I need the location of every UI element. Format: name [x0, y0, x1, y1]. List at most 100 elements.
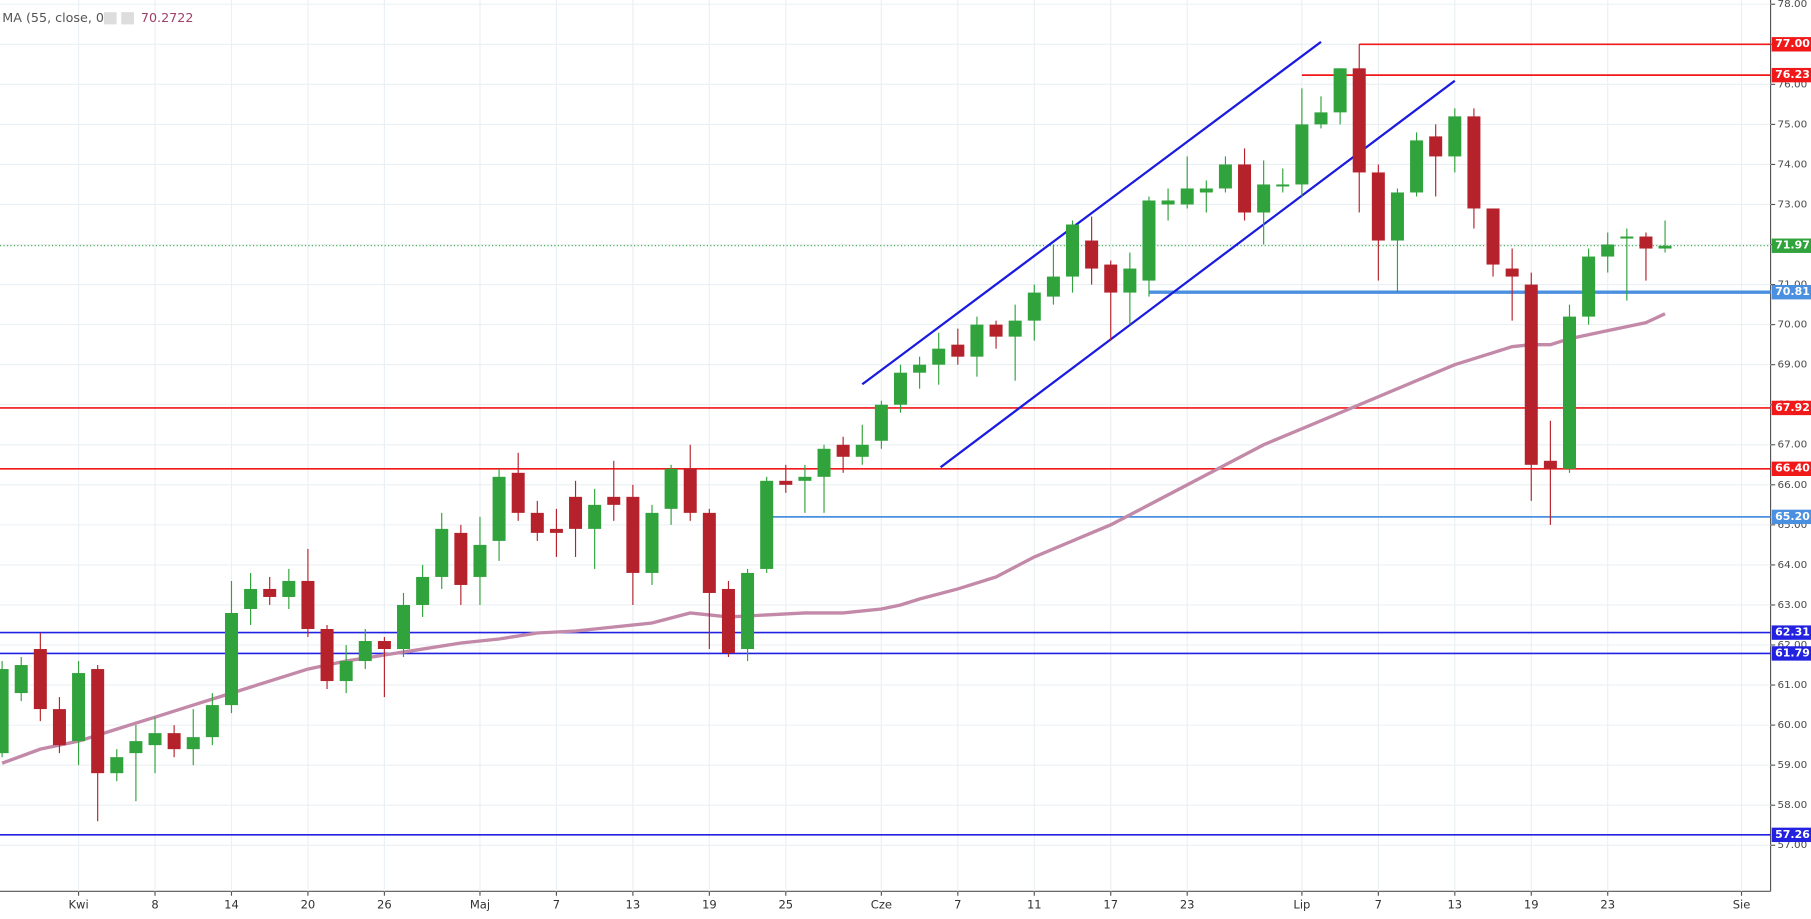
- candle-body: [416, 576, 430, 605]
- x-tick-label: 11: [1027, 899, 1042, 912]
- candle-body: [1104, 264, 1118, 293]
- ma-line: [1, 312, 1666, 765]
- candle-body: [33, 649, 47, 710]
- candle-body: [1218, 164, 1232, 189]
- x-tick-label: 7: [553, 899, 560, 912]
- y-tick-label: 57.00: [1778, 840, 1808, 851]
- y-tick-label: 78.00: [1778, 0, 1808, 10]
- candle-body: [683, 468, 697, 513]
- y-tick-label: 73.00: [1778, 200, 1808, 211]
- candle-body: [721, 588, 735, 654]
- price-label: 70.81: [1775, 285, 1810, 298]
- price-label-box: [1771, 37, 1811, 52]
- price-label-box: [1771, 238, 1811, 253]
- candle-body: [741, 572, 755, 650]
- price-label-box: [1771, 461, 1811, 477]
- x-tick-label: 8: [151, 899, 158, 912]
- candle-body: [760, 480, 774, 569]
- candle-body: [1161, 200, 1175, 205]
- candle-body: [129, 741, 143, 754]
- candle-body: [301, 580, 315, 630]
- y-tick-label: 76.00: [1778, 79, 1808, 90]
- trend-line: [939, 79, 1456, 469]
- candle-body: [549, 528, 563, 533]
- x-tick-label: 17: [1103, 899, 1118, 912]
- x-tick-label: 23: [1600, 899, 1615, 912]
- price-label-box: [1771, 67, 1811, 83]
- candle-body: [91, 669, 105, 774]
- candle-body: [1276, 184, 1290, 187]
- candle-body: [320, 629, 334, 682]
- price-label: 76.23: [1775, 68, 1810, 81]
- price-label-box: [1771, 509, 1811, 525]
- x-tick-label: 7: [954, 899, 961, 912]
- candle-body: [569, 496, 583, 529]
- candle-body: [1066, 224, 1080, 277]
- candle-body: [1658, 245, 1672, 249]
- x-tick-label: 13: [1447, 899, 1462, 912]
- candle-body: [530, 512, 544, 533]
- x-tick-label: 13: [626, 899, 641, 912]
- price-label: 71.97: [1775, 239, 1810, 252]
- candle-body: [1295, 124, 1309, 185]
- price-label: 67.92: [1775, 401, 1810, 414]
- candle-body: [1180, 188, 1194, 205]
- x-tick-label: 25: [778, 899, 793, 912]
- candle-body: [1524, 284, 1538, 465]
- x-tick-label: 20: [301, 899, 316, 912]
- candle-body: [397, 604, 411, 650]
- candle-body: [932, 348, 946, 365]
- candle-body: [1333, 68, 1347, 113]
- candle-body: [1448, 116, 1462, 157]
- y-tick-label: 67.00: [1778, 440, 1808, 451]
- candle-body: [1410, 140, 1424, 193]
- candle-body: [779, 480, 793, 485]
- candle-body: [1085, 240, 1099, 269]
- candle-body: [1314, 112, 1328, 125]
- candle-body: [186, 737, 200, 750]
- candle-body: [1371, 172, 1385, 241]
- candle-body: [1562, 316, 1576, 469]
- x-tick-label: Sie: [1733, 899, 1751, 912]
- candle-body: [1620, 236, 1634, 239]
- y-tick-label: 74.00: [1778, 160, 1808, 171]
- candle-body: [110, 757, 124, 774]
- price-label: 62.31: [1775, 626, 1810, 639]
- candle-body: [1142, 200, 1156, 281]
- candle-body: [167, 733, 181, 750]
- x-tick-label: 23: [1180, 899, 1195, 912]
- candle-body: [1601, 244, 1615, 257]
- candle-body: [970, 324, 984, 357]
- candle-body: [893, 372, 907, 405]
- y-tick-label: 70.00: [1778, 320, 1808, 331]
- candle-body: [1123, 268, 1137, 293]
- y-tick-label: 64.00: [1778, 560, 1808, 571]
- candle-body: [1582, 256, 1596, 317]
- y-tick-label: 69.00: [1778, 360, 1808, 371]
- y-tick-label: 59.00: [1778, 760, 1808, 771]
- price-label: 77.00: [1775, 37, 1810, 50]
- x-tick-label: Cze: [871, 899, 892, 912]
- candle-body: [588, 504, 602, 529]
- x-tick-label: 7: [1375, 899, 1382, 912]
- candle-body: [1352, 68, 1366, 173]
- candle-body: [244, 588, 258, 609]
- candle-body: [913, 364, 927, 373]
- candle-body: [473, 544, 487, 577]
- candle-body: [205, 705, 219, 738]
- y-tick-label: 61.00: [1778, 680, 1808, 691]
- x-tick-label: 19: [1524, 899, 1539, 912]
- settings-icon[interactable]: [103, 12, 117, 25]
- candle-body: [798, 476, 812, 481]
- candle-body: [339, 661, 353, 682]
- candle-body: [224, 612, 238, 706]
- candle-body: [836, 444, 850, 457]
- y-tick-label: 63.00: [1778, 600, 1808, 611]
- candle-body: [377, 641, 391, 650]
- candle-body: [1046, 276, 1060, 297]
- candle-body: [855, 444, 869, 457]
- close-icon[interactable]: [121, 12, 134, 25]
- candle-body: [0, 669, 9, 754]
- price-label: 61.79: [1775, 647, 1810, 660]
